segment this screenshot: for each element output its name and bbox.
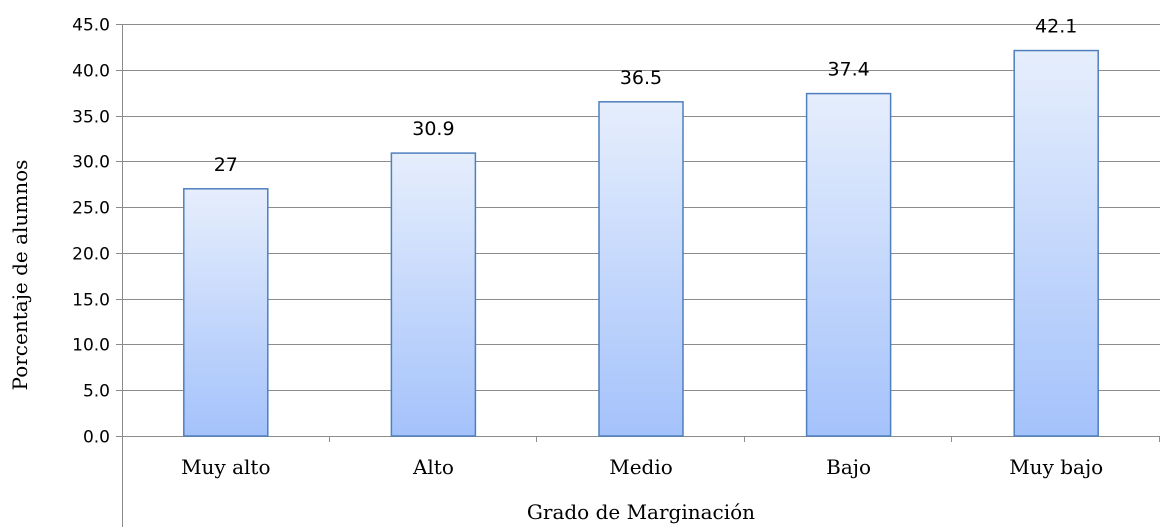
y-tick-label: 30.0 [72, 153, 110, 173]
y-tick-label: 0.0 [83, 428, 110, 448]
x-tick-label: Medio [609, 455, 673, 479]
y-tick-label: 5.0 [83, 382, 110, 402]
bar-bajo [805, 92, 892, 437]
labels: 0.0 5.0 10.0 15.0 20.0 25.0 30.0 35.0 40.0 45.0 27… [72, 16, 1103, 480]
data-label: 37.4 [827, 59, 869, 81]
y-tick-label: 45.0 [72, 16, 110, 36]
y-tick-label: 35.0 [72, 108, 110, 128]
y-tick-label: 40.0 [72, 62, 110, 82]
y-tick-label: 15.0 [72, 291, 110, 311]
data-label: 30.9 [412, 118, 454, 140]
x-tick-label: Muy bajo [1009, 455, 1103, 479]
x-tick-label: Bajo [826, 455, 871, 479]
bars [183, 49, 1099, 437]
data-label: 36.5 [620, 67, 662, 89]
y-tick-label: 20.0 [72, 245, 110, 265]
x-tick-label: Muy alto [181, 455, 270, 479]
y-axis-title: Porcentaje de alumnos [8, 160, 32, 391]
bar-alto [390, 152, 477, 437]
bar-medio [598, 101, 684, 437]
bar-muy-alto [183, 188, 269, 437]
bar-muy-bajo [1013, 49, 1099, 437]
y-tick-label: 10.0 [72, 336, 110, 356]
x-tick-label: Alto [412, 455, 454, 479]
axes [116, 24, 1160, 527]
x-axis-title: Grado de Marginación [527, 500, 755, 524]
data-label: 27 [214, 154, 238, 176]
data-label: 42.1 [1035, 16, 1077, 38]
y-tick-label: 25.0 [72, 199, 110, 219]
